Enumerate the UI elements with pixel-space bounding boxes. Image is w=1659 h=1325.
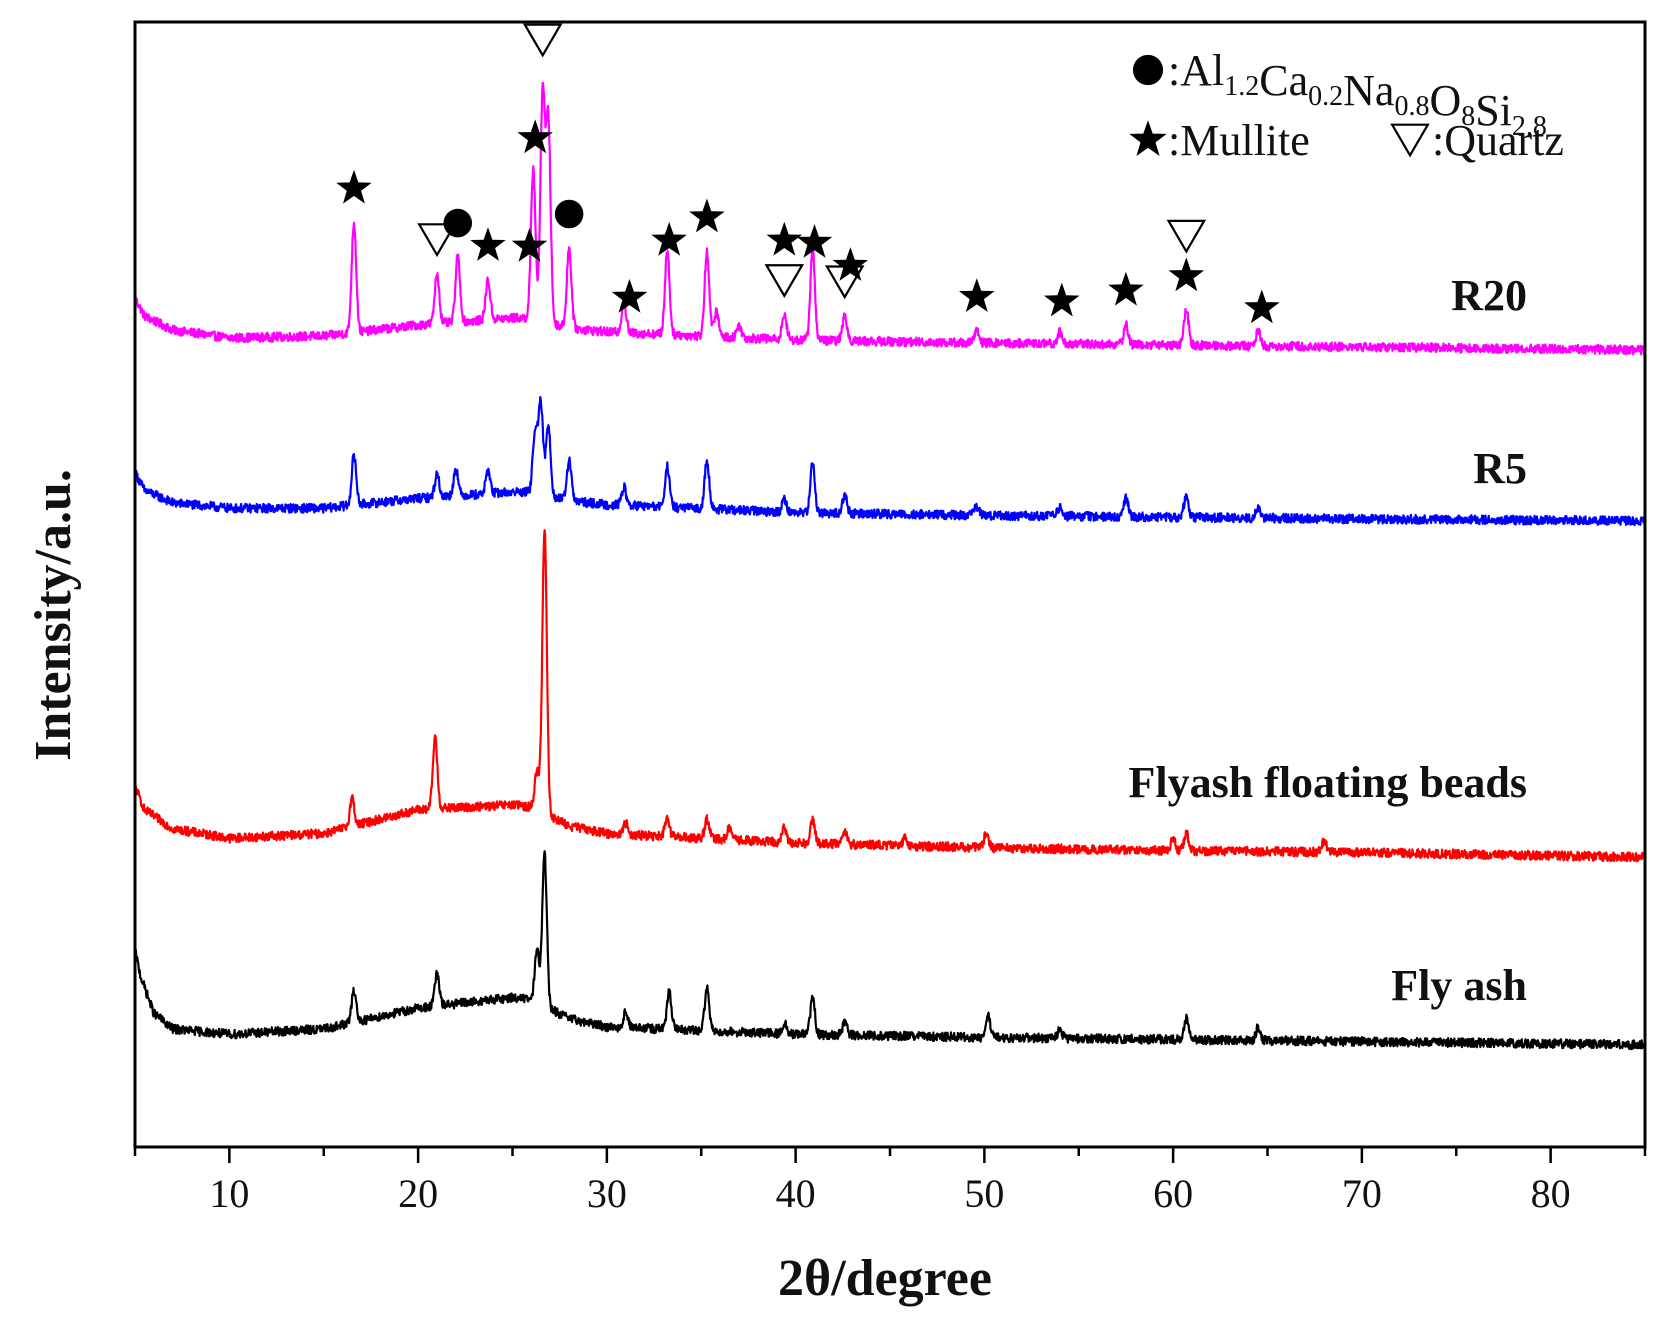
series-labels: R20 R5 Flyash floating beads Fly ash <box>1128 271 1527 1010</box>
legend-circle-icon <box>1132 54 1164 86</box>
legend-mullite-label: :Mullite <box>1168 116 1310 165</box>
mullite-star-marker <box>832 247 869 281</box>
mullite-star-marker <box>766 221 803 256</box>
quartz-triangle-marker <box>522 23 563 58</box>
mullite-star-marker <box>959 278 995 312</box>
mullite-star-marker <box>1108 271 1144 306</box>
x-tick-label: 30 <box>587 1171 627 1216</box>
x-tick-label: 80 <box>1531 1171 1571 1216</box>
mullite-star-marker <box>651 221 687 256</box>
series-line-r5 <box>133 396 1647 527</box>
mullite-star-marker <box>1044 282 1080 317</box>
x-axis: 10 20 30 40 50 60 70 80 <box>133 1147 1647 1216</box>
legend-star-icon <box>1129 120 1167 156</box>
mullite-star-marker <box>689 198 725 233</box>
series-line-flyash-floating-beads <box>133 529 1647 863</box>
x-tick-label: 60 <box>1153 1171 1193 1216</box>
quartz-triangle-marker <box>417 223 457 258</box>
legend-formula: :Al1.2Ca0.2Na0.8O8Si2.8 <box>1168 46 1547 142</box>
legend: :Al1.2Ca0.2Na0.8O8Si2.8:Mullite :Quartz <box>1129 46 1564 165</box>
series-label-r5: R5 <box>1473 444 1527 493</box>
series-label-fly-ash: Fly ash <box>1391 961 1527 1010</box>
series-label-r20: R20 <box>1451 271 1527 320</box>
series-line-r20 <box>133 81 1646 356</box>
quartz-triangle-marker <box>764 264 805 299</box>
quartz-triangle-marker <box>1166 219 1207 254</box>
x-tick-label: 70 <box>1342 1171 1382 1216</box>
feldspar-circle-marker <box>443 208 473 238</box>
mullite-star-marker <box>1244 289 1280 324</box>
series-layer <box>133 81 1647 1051</box>
mullite-star-marker <box>511 227 548 262</box>
x-tick-label: 10 <box>209 1171 249 1216</box>
y-axis-title: Intensity/a.u. <box>25 469 82 761</box>
feldspar-circle-marker <box>554 199 584 229</box>
mullite-star-marker <box>470 227 506 261</box>
x-axis-title: 2θ/degree <box>778 1250 992 1307</box>
mullite-star-marker <box>517 119 553 154</box>
legend-quartz-label: :Quartz <box>1432 116 1564 165</box>
mullite-star-marker <box>1168 257 1205 292</box>
phase-marker-layer <box>336 23 1280 324</box>
x-tick-label: 50 <box>964 1171 1004 1216</box>
mullite-star-marker <box>336 169 372 204</box>
x-tick-label: 20 <box>398 1171 438 1216</box>
x-tick-label: 40 <box>776 1171 816 1216</box>
mullite-star-marker <box>611 278 648 313</box>
series-line-fly-ash <box>133 850 1647 1051</box>
series-label-flyash-floating-beads: Flyash floating beads <box>1128 758 1527 807</box>
mullite-star-marker <box>796 224 833 258</box>
legend-triangle-icon <box>1390 123 1430 158</box>
